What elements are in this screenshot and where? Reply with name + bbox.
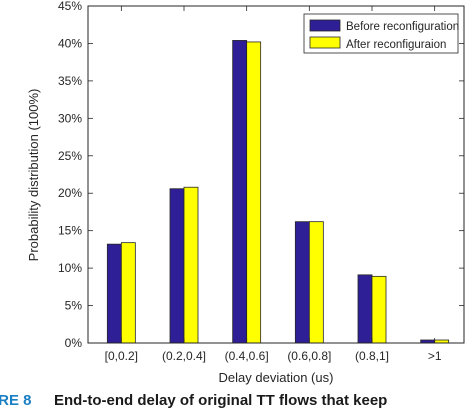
y-tick-label: 5%: [65, 299, 83, 313]
bar-after-2: [246, 41, 262, 344]
x-tick-label: >1: [428, 349, 442, 363]
legend-label-before: Before reconfiguration: [346, 21, 459, 33]
x-tick-label: (0.2,0.4]: [162, 349, 206, 363]
legend-swatch-after: [309, 36, 341, 49]
x-axis-ticks: [0,0.2] (0.2,0.4] (0.4,0.6] (0.6,0.8] (0.8,1…: [105, 6, 442, 363]
caption-prefix: IRE 8: [0, 392, 32, 409]
y-tick-label: 25%: [58, 149, 82, 163]
y-tick-label: 35%: [58, 74, 82, 88]
y-tick-label: 20%: [58, 186, 82, 200]
y-tick-label: 0%: [65, 336, 83, 350]
x-tick-label: (0.6,0.8]: [287, 349, 331, 363]
y-tick-label: 30%: [58, 111, 82, 125]
bars-layer: [106, 40, 450, 344]
bar-before-1: [169, 188, 185, 344]
bar-before-4: [357, 274, 373, 344]
caption-text: End-to-end delay of original TT flows th…: [54, 392, 387, 409]
bar-before-2: [232, 40, 248, 344]
y-tick-label: 15%: [58, 224, 82, 238]
x-tick-label: (0.4,0.6]: [225, 349, 269, 363]
y-tick-label: 40%: [58, 36, 82, 50]
plot-background: [88, 6, 464, 343]
bar-after-3: [308, 221, 324, 344]
x-tick-label: (0.8,1]: [355, 349, 389, 363]
bar-before-3: [294, 221, 310, 344]
y-axis-label: Probability distribution (100%): [26, 89, 41, 262]
x-tick-label: [0,0.2]: [105, 349, 138, 363]
y-axis-ticks: 0% 5% 10% 15% 20% 25% 30% 35% 40% 45%: [58, 0, 464, 350]
x-axis-label: Delay deviation (us): [219, 370, 334, 385]
figure-caption: IRE 8 End-to-end delay of original TT fl…: [0, 392, 387, 409]
y-tick-label: 45%: [58, 0, 82, 13]
legend-swatch-before: [309, 19, 341, 32]
bar-after-1: [183, 186, 199, 344]
plot-frame: [87, 5, 465, 344]
bar-after-0: [120, 242, 136, 344]
legend-label-after: After reconfiguraion: [346, 39, 446, 51]
legend: Before reconfiguration After reconfigura…: [303, 13, 459, 54]
y-tick-label: 10%: [58, 261, 82, 275]
bar-after-4: [371, 275, 387, 344]
bar-before-0: [106, 243, 122, 344]
